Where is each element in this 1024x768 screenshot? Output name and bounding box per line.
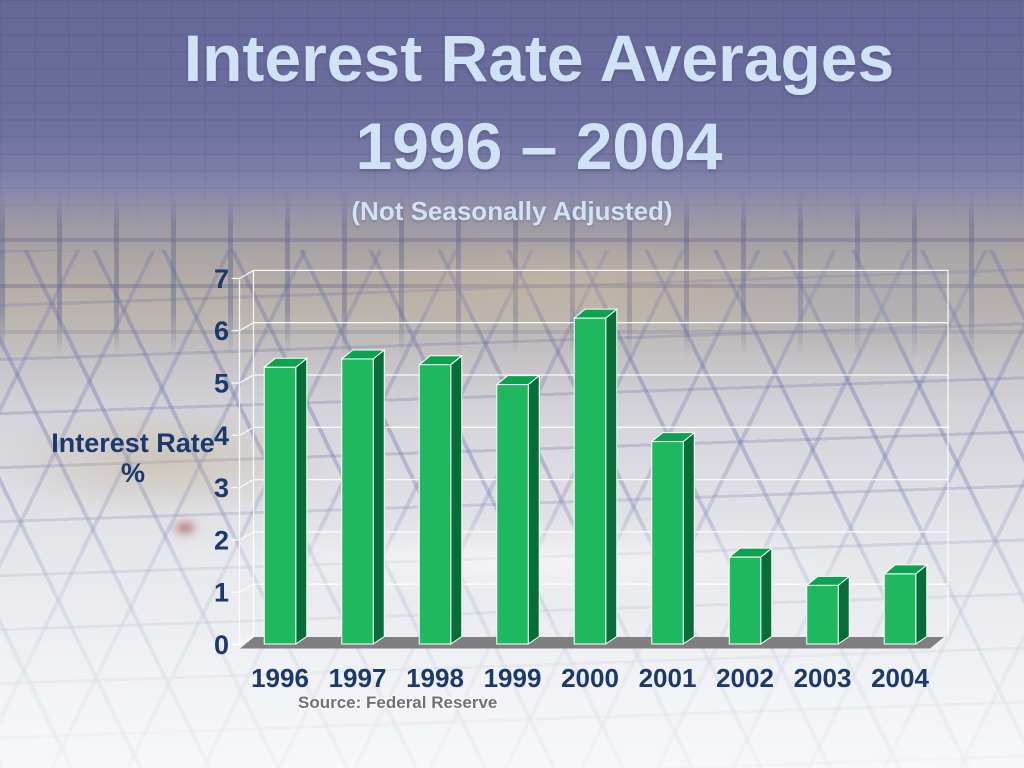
x-tick-1998: 1998 <box>406 663 464 693</box>
y-axis-title: Interest Rate % <box>28 428 238 488</box>
y-tick-5: 5 <box>214 369 229 399</box>
y-axis-title-line1: Interest Rate <box>51 428 215 458</box>
bar-2001 <box>650 431 696 645</box>
y-tick-7: 7 <box>214 264 229 294</box>
x-tick-2003: 2003 <box>794 663 852 693</box>
x-tick-2004: 2004 <box>871 663 929 693</box>
y-tick-0: 0 <box>214 630 229 660</box>
x-tick-2000: 2000 <box>561 663 619 693</box>
x-tick-1999: 1999 <box>484 663 542 693</box>
slide-subtitle: (Not Seasonally Adjusted) <box>351 196 673 226</box>
y-tick-2: 2 <box>214 525 229 555</box>
bar-2003 <box>805 575 851 645</box>
y-tick-4: 4 <box>214 421 229 451</box>
x-tick-1997: 1997 <box>329 663 387 693</box>
title-block: Interest Rate Averages 1996 – 2004 (Not … <box>0 14 1024 226</box>
y-tick-1: 1 <box>214 578 229 608</box>
y-tick-3: 3 <box>214 473 229 503</box>
slide-title-line2: 1996 – 2004 <box>355 109 723 183</box>
y-axis-title-line2: % <box>120 458 145 488</box>
bar-1999 <box>495 374 541 645</box>
bar-2002 <box>727 547 774 645</box>
bar-1996 <box>262 357 309 645</box>
bar-2004 <box>882 563 929 645</box>
bar-1997 <box>340 348 386 645</box>
x-tick-1996: 1996 <box>251 663 309 693</box>
bar-2000 <box>572 308 619 645</box>
source-note: Source: Federal Reserve <box>298 693 498 712</box>
slide-title-line1: Interest Rate Averages <box>183 21 895 95</box>
bar-1998 <box>417 354 464 645</box>
x-tick-2002: 2002 <box>716 663 774 693</box>
x-tick-2001: 2001 <box>639 663 697 693</box>
y-tick-6: 6 <box>214 316 229 346</box>
